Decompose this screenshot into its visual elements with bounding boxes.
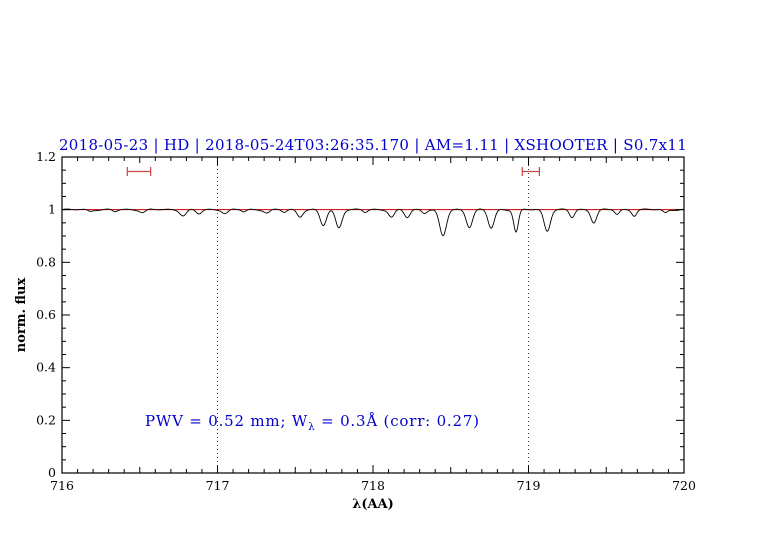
chart-title: 2018-05-23 | HD | 2018-05-24T03:26:35.17… (59, 136, 687, 154)
annotation-prefix: PWV = 0.52 mm; W (145, 412, 308, 430)
x-tick-label: 717 (206, 478, 230, 493)
y-tick-label: 1 (48, 202, 56, 217)
x-axis-label: λ(AA) (352, 497, 394, 512)
pwv-annotation: PWV = 0.52 mm; Wλ = 0.3Å (corr: 0.27) (145, 412, 480, 433)
x-tick-label: 720 (672, 478, 696, 493)
annotation-lambda-subscript: λ (308, 421, 315, 433)
y-axis-label: norm. flux (14, 278, 29, 353)
observed-spectrum-line (61, 208, 685, 237)
telluric-range-marker (521, 166, 540, 176)
axis-tick-labels: 716 717 718 719 720 0 0.2 0.4 0.6 0.8 1 1.2 (36, 149, 696, 493)
plot-area (61, 157, 685, 473)
y-tick-label: 0.6 (36, 307, 56, 322)
annotation-suffix: = 0.3Å (corr: 0.27) (316, 412, 480, 430)
axis-ticks (61, 156, 685, 474)
y-tick-label: 0.4 (36, 360, 56, 375)
telluric-range-marker (126, 166, 152, 176)
y-tick-label: 0.2 (36, 412, 56, 427)
x-tick-label: 719 (517, 478, 541, 493)
y-tick-label: 0.8 (36, 254, 56, 269)
x-tick-label: 716 (50, 478, 74, 493)
x-tick-label: 718 (361, 478, 385, 493)
y-tick-label: 0 (48, 465, 56, 480)
y-tick-label: 1.2 (36, 149, 56, 164)
